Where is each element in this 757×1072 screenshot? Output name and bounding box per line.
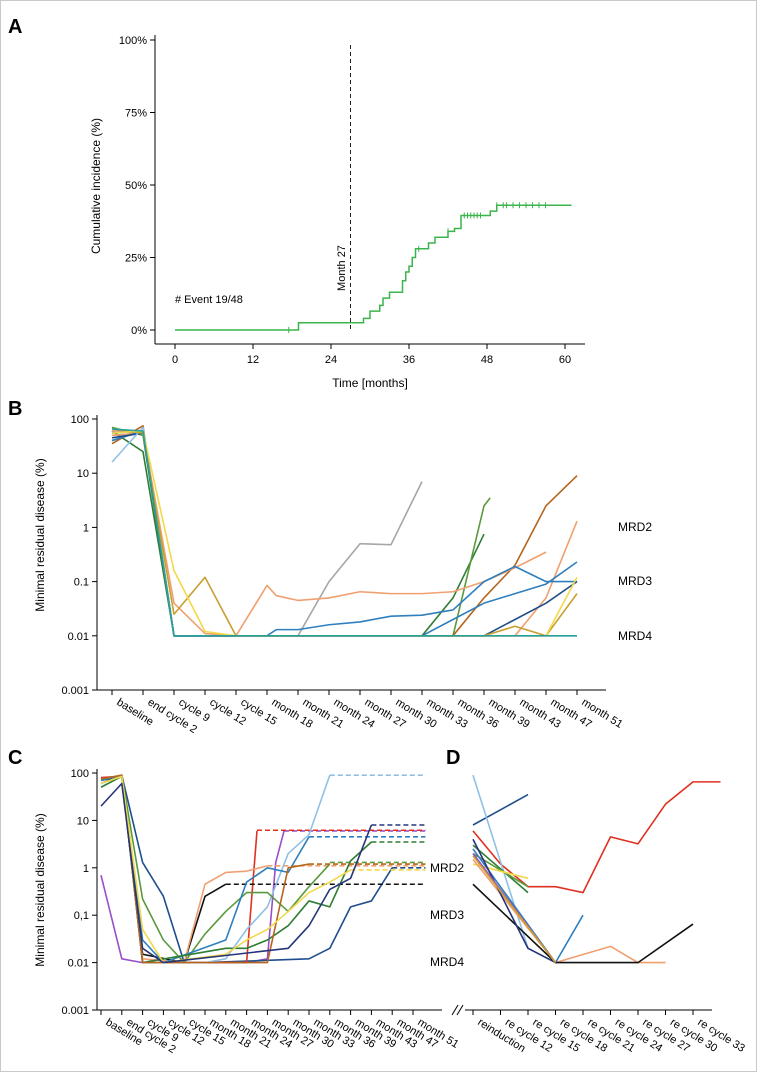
panel-b-ytick-label: 0.1 <box>74 577 89 589</box>
panel-c-series-line <box>100 775 227 964</box>
panel-d-series-line <box>472 848 584 964</box>
panel-d-series-line <box>472 883 694 964</box>
panel-letter-c: C <box>8 747 22 769</box>
panel-c-series-line <box>100 830 285 964</box>
panel-b-label-mrd3: MRD3 <box>618 574 652 588</box>
panel-a-ytick-label: 100% <box>119 35 147 47</box>
panel-c-ytick-label: 100 <box>71 768 89 780</box>
panel-b-ytick-label: 100 <box>71 414 89 426</box>
panel-a-ytick-label: 25% <box>125 253 147 265</box>
panel-b-ytick-label: 10 <box>77 468 89 480</box>
panel-b-series-line <box>111 432 547 637</box>
panel-c-label-mrd4: MRD4 <box>430 955 464 969</box>
panel-a-xtick-label: 24 <box>325 354 337 366</box>
panel-b-ytick-label: 0.001 <box>61 685 89 697</box>
panel-d-series-line <box>472 838 556 964</box>
panel-a-ytick-label: 75% <box>125 108 147 120</box>
panel-d-axis-break <box>451 1004 459 1016</box>
panel-a-chart: 0% 25% 50% 75% 100% 0 12 24 36 48 60 Cumulative in… <box>89 35 585 390</box>
panel-b-series-line <box>111 428 577 637</box>
panel-d-series-line <box>472 793 529 826</box>
panel-b-label-mrd2: MRD2 <box>618 520 652 534</box>
panel-a-ytick-label: 0% <box>131 325 147 337</box>
panel-d-series-line <box>472 855 557 964</box>
panel-a-vline-label: Month 27 <box>336 245 348 291</box>
panel-c-series-line <box>100 775 352 964</box>
panel-a-xtick-label: 36 <box>403 354 415 366</box>
panel-b-ytick-label: 0.01 <box>68 631 89 643</box>
panel-c-ytick-label: 0.001 <box>61 1005 89 1017</box>
panel-a-xlabel: Time [months] <box>332 376 408 390</box>
panel-a-xtick-label: 48 <box>481 354 493 366</box>
panel-a-xtick-label: 0 <box>172 354 178 366</box>
panel-c-label-mrd3: MRD3 <box>430 908 464 922</box>
panel-a-event-annotation: # Event 19/48 <box>175 294 243 306</box>
panel-b-ylabel: Minimal residual disease (%) <box>33 458 47 611</box>
panel-c-series-line <box>100 774 310 964</box>
panel-c-ytick-label: 10 <box>77 815 89 827</box>
panel-c-ytick-label: 0,1 <box>74 910 89 922</box>
panel-b-series-line <box>111 428 578 637</box>
panel-a-xtick-label: 12 <box>247 354 259 366</box>
panel-a-xtick-label: 60 <box>559 354 571 366</box>
panel-c-ylabel: Minimal residual disease (%) <box>33 813 47 966</box>
panel-c-ytick-label: 0.01 <box>68 958 89 970</box>
panel-b-ytick-label: 1 <box>83 522 89 534</box>
panel-letter-d: D <box>446 747 460 769</box>
panel-c-series-line <box>100 774 331 964</box>
panel-a-ylabel: Cumulative incidence (%) <box>89 118 103 254</box>
panel-c-label-mrd2: MRD2 <box>430 861 464 875</box>
panel-b-label-mrd4: MRD4 <box>618 629 652 643</box>
panel-d-axis-break <box>456 1004 464 1016</box>
panel-a-ytick-label: 50% <box>125 180 147 192</box>
panel-letter-a: A <box>8 16 22 38</box>
panel-d-series-line <box>472 844 529 894</box>
panel-letter-b: B <box>8 398 22 420</box>
panel-c-series-line <box>100 774 393 964</box>
panel-c-series-line <box>100 774 331 964</box>
panel-a-incidence-line <box>175 204 572 331</box>
panel-b-series-line <box>111 430 485 637</box>
panel-c-series-line <box>100 782 373 964</box>
panel-c-ytick-label: 1 <box>83 863 89 875</box>
